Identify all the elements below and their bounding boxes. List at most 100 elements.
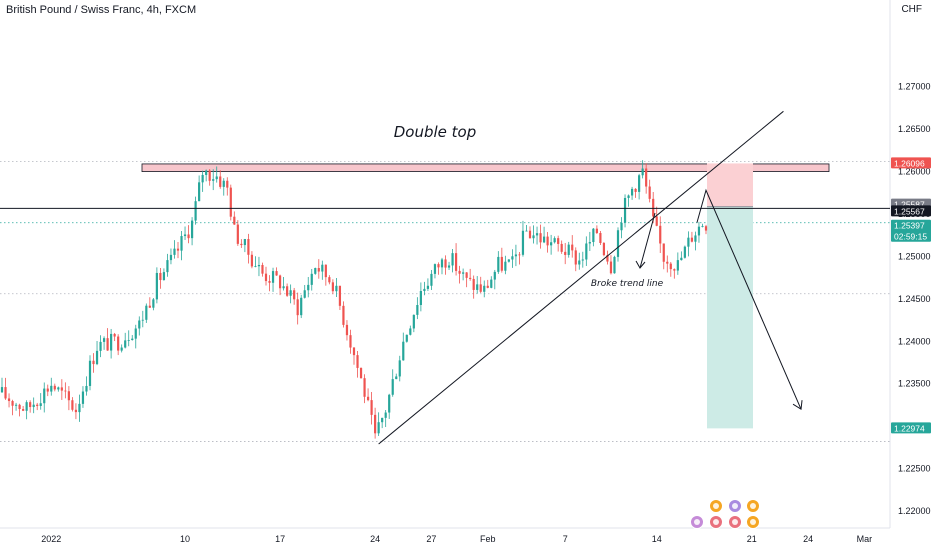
candle-body	[169, 254, 173, 261]
candle-body	[588, 242, 591, 244]
price-tick-label: 1.27000	[898, 82, 931, 92]
candle-body	[120, 347, 123, 351]
candle-body	[666, 261, 669, 264]
break-arrow[interactable]	[639, 212, 656, 269]
candle-body	[113, 333, 116, 337]
candle-body	[616, 230, 620, 257]
currency-label: CHF	[901, 4, 922, 15]
candle-body	[525, 230, 528, 232]
candle-body	[194, 201, 197, 221]
price-tick-label: 1.22000	[898, 506, 931, 516]
price-badge-target	[891, 422, 931, 434]
candle-body	[701, 226, 704, 228]
time-tick-label: 24	[370, 534, 380, 544]
candle-body	[673, 269, 676, 271]
candle-body	[240, 243, 243, 246]
candle-body	[578, 260, 581, 265]
candle-body	[50, 385, 53, 392]
candle-body	[278, 275, 282, 289]
take-profit-zone[interactable]	[707, 206, 753, 429]
candle-body	[324, 264, 327, 278]
candle-body	[476, 284, 479, 290]
price-tick-label: 1.24500	[898, 294, 931, 304]
candle-body	[145, 305, 148, 320]
candle-body	[630, 188, 634, 196]
event-flag-icon	[713, 503, 719, 509]
candle-body	[571, 244, 574, 251]
price-badge-horizontal-line	[891, 205, 931, 217]
candle-body	[398, 360, 401, 377]
candle-body	[236, 224, 239, 244]
candle-body	[585, 243, 588, 260]
resistance-zone[interactable]	[141, 163, 830, 172]
candle-body	[176, 248, 180, 251]
candle-body	[141, 319, 144, 321]
candle-body	[314, 268, 317, 274]
candle-body	[46, 388, 49, 392]
candle-body	[303, 290, 306, 298]
time-tick-label: 17	[275, 534, 285, 544]
stop-loss-zone[interactable]	[707, 163, 753, 207]
candle-body	[74, 409, 78, 413]
candle-body	[483, 285, 486, 292]
candle-body	[567, 244, 570, 255]
candle-body	[85, 385, 88, 392]
trend-line[interactable]	[378, 110, 784, 445]
candle-body	[300, 297, 303, 316]
candle-body	[462, 272, 465, 274]
candle-body	[564, 251, 567, 255]
candle-body	[117, 336, 120, 351]
candle-body	[39, 403, 42, 407]
time-tick-label: Feb	[480, 534, 496, 544]
price-tick-label: 1.25000	[898, 251, 931, 261]
candle-body	[694, 235, 697, 242]
candle-body	[338, 285, 342, 306]
candle-body	[447, 265, 451, 268]
candle-body	[602, 243, 606, 256]
candle-body	[507, 259, 510, 262]
candle-body	[261, 264, 264, 274]
candle-body	[405, 334, 408, 342]
candle-body	[553, 238, 556, 243]
candle-body	[521, 230, 525, 255]
candle-body	[307, 284, 310, 291]
candle-body	[542, 236, 546, 243]
candle-body	[335, 285, 338, 292]
candle-body	[433, 264, 437, 274]
candle-body	[669, 263, 672, 270]
candle-body	[226, 180, 229, 188]
candle-body	[641, 168, 644, 176]
candle-body	[43, 388, 46, 404]
candle-body	[430, 273, 433, 286]
candle-body	[454, 253, 458, 271]
candle-body	[550, 242, 553, 246]
candle-body	[257, 264, 261, 267]
event-flag-icon	[750, 519, 756, 525]
candle-body	[391, 379, 394, 395]
candle-body	[560, 243, 563, 252]
candle-body	[599, 233, 602, 244]
candle-body	[539, 233, 542, 243]
projection-path[interactable]	[696, 188, 802, 410]
candle-body	[444, 259, 447, 268]
candle-body	[623, 197, 627, 223]
candle-body	[557, 238, 560, 244]
candle-body	[638, 175, 641, 192]
candle-body	[458, 270, 461, 274]
price-tick-label: 1.24000	[898, 336, 931, 346]
candle-body	[57, 387, 60, 390]
candle-body	[18, 404, 21, 410]
candle-body	[356, 355, 359, 368]
candle-body	[469, 277, 472, 279]
candle-body	[233, 216, 236, 225]
candle-body	[138, 320, 141, 329]
candle-body	[14, 404, 18, 406]
candle-body	[659, 225, 662, 244]
candle-body	[349, 335, 352, 348]
candle-body	[352, 347, 356, 356]
candle-body	[208, 170, 211, 181]
candle-body	[381, 417, 384, 423]
time-tick-label: 27	[426, 534, 436, 544]
candle-body	[662, 243, 665, 262]
